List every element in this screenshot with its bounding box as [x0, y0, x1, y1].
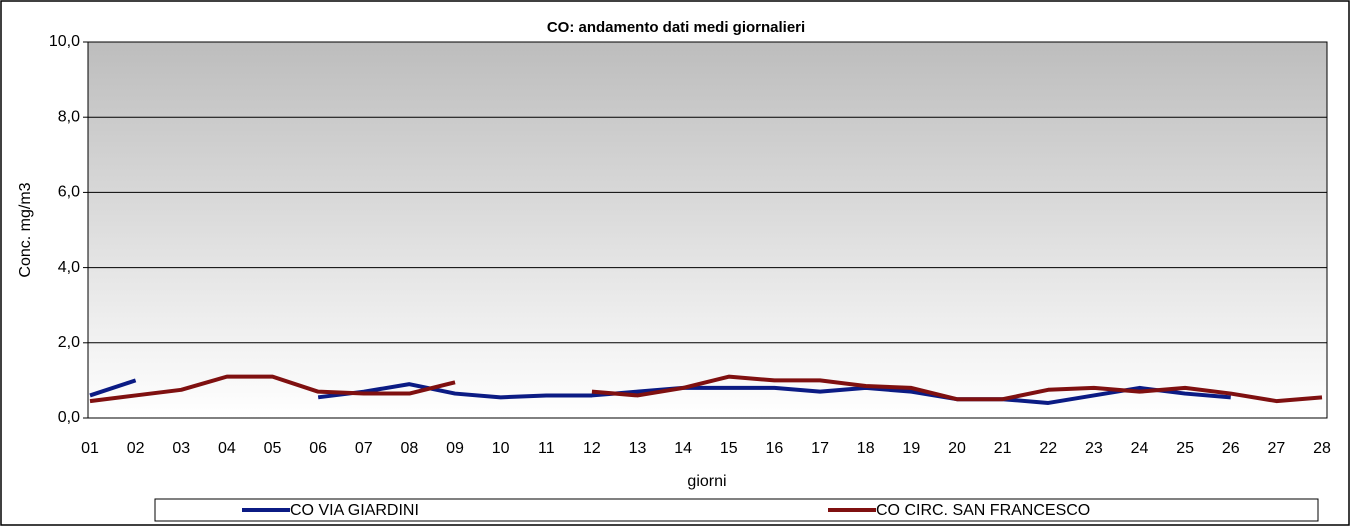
x-tick-label: 27: [1267, 440, 1285, 457]
x-tick-label: 23: [1085, 440, 1103, 457]
legend-label: CO VIA GIARDINI: [290, 502, 419, 519]
x-tick-label: 20: [948, 440, 966, 457]
x-tick-label: 18: [857, 440, 875, 457]
legend-label: CO CIRC. SAN FRANCESCO: [876, 502, 1090, 519]
x-tick-label: 03: [172, 440, 190, 457]
x-tick-label: 01: [81, 440, 99, 457]
x-axis-label: giorni: [687, 473, 726, 490]
y-tick-label: 10,0: [49, 33, 80, 50]
x-tick-label: 08: [401, 440, 419, 457]
y-tick-label: 8,0: [58, 108, 80, 125]
x-tick-label: 06: [309, 440, 327, 457]
y-tick-label: 2,0: [58, 334, 80, 351]
x-tick-label: 28: [1313, 440, 1331, 457]
x-tick-label: 22: [1039, 440, 1057, 457]
x-tick-label: 14: [674, 440, 692, 457]
x-tick-label: 11: [538, 440, 555, 457]
x-tick-label: 24: [1131, 440, 1149, 457]
x-tick-label: 02: [127, 440, 145, 457]
series-line: [89, 374, 456, 404]
y-axis-label: Conc. mg/m3: [17, 182, 34, 277]
series-line: [317, 382, 1231, 405]
series-line: [89, 378, 137, 398]
x-tick-label: 25: [1176, 440, 1194, 457]
x-tick-label: 16: [766, 440, 784, 457]
chart-title: CO: andamento dati medi giornalieri: [547, 19, 805, 36]
legend-box: [154, 498, 1319, 522]
y-tick-label: 6,0: [58, 184, 80, 201]
x-tick-label: 15: [720, 440, 738, 457]
y-tick-label: 0,0: [58, 409, 80, 426]
x-tick-label: 13: [629, 440, 647, 457]
series-line: [591, 374, 1323, 404]
x-tick-label: 21: [994, 440, 1012, 457]
x-tick-label: 04: [218, 440, 236, 457]
x-tick-label: 12: [583, 440, 601, 457]
x-tick-label: 26: [1222, 440, 1240, 457]
x-tick-label: 10: [492, 440, 510, 457]
x-tick-label: 19: [902, 440, 920, 457]
x-tick-label: 17: [811, 440, 829, 457]
x-tick-label: 09: [446, 440, 464, 457]
y-tick-label: 4,0: [58, 259, 80, 276]
plot-area: [87, 41, 1328, 419]
x-tick-label: 05: [264, 440, 282, 457]
x-tick-label: 07: [355, 440, 373, 457]
